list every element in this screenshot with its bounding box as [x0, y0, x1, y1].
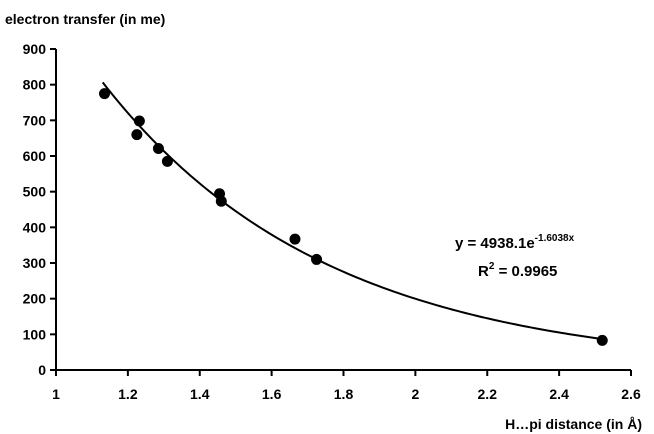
- data-point: [216, 196, 227, 207]
- x-tick-label: 2.6: [621, 386, 641, 402]
- x-tick-label: 2.2: [478, 386, 498, 402]
- y-tick-label: 400: [23, 219, 47, 235]
- r2-value: = 0.9965: [494, 263, 557, 280]
- data-point: [153, 143, 164, 154]
- y-tick-label: 300: [23, 255, 47, 271]
- y-tick-label: 200: [23, 291, 47, 307]
- y-tick-label: 100: [23, 326, 47, 342]
- x-tick-label: 1.4: [190, 386, 210, 402]
- equation-exponent: -1.6038x: [535, 233, 575, 244]
- y-tick-label: 600: [23, 148, 47, 164]
- trendline: [103, 82, 603, 339]
- x-tick-label: 2: [411, 386, 419, 402]
- x-tick-label: 1: [52, 386, 60, 402]
- trendline-equation: y = 4938.1e-1.6038x: [455, 233, 575, 252]
- y-tick-label: 900: [23, 41, 47, 57]
- x-tick-label: 1.8: [334, 386, 354, 402]
- data-point: [162, 156, 173, 167]
- data-point: [131, 129, 142, 140]
- y-tick-label: 0: [38, 362, 46, 378]
- data-point: [311, 254, 322, 265]
- data-point: [134, 116, 145, 127]
- y-axis-ticks: 0 100 200 300 400 500 600 700 800 900: [23, 41, 56, 378]
- data-point: [289, 234, 300, 245]
- y-tick-label: 700: [23, 112, 47, 128]
- r2-label: R: [478, 263, 489, 280]
- r-squared: R2 = 0.9965: [478, 261, 557, 280]
- data-points: [99, 88, 608, 346]
- equation-main: y = 4938.1e: [455, 235, 535, 252]
- plot-area: 0100200300400500600700800900 11.21.41.61…: [23, 41, 641, 402]
- y-tick-label: 500: [23, 184, 47, 200]
- data-point: [597, 335, 608, 346]
- x-tick-label: 1.6: [262, 386, 282, 402]
- x-axis-label: H…pi distance (in Å): [505, 416, 642, 432]
- y-tick-label: 800: [23, 77, 47, 93]
- x-axis-ticks: 1 1.2 1.4 1.6 1.8 2 2.2 2.4 2.6: [52, 370, 641, 402]
- y-axis-label: electron transfer (in me): [5, 11, 165, 27]
- data-point: [99, 88, 110, 99]
- x-tick-label: 1.2: [118, 386, 138, 402]
- x-tick-label: 2.4: [549, 386, 569, 402]
